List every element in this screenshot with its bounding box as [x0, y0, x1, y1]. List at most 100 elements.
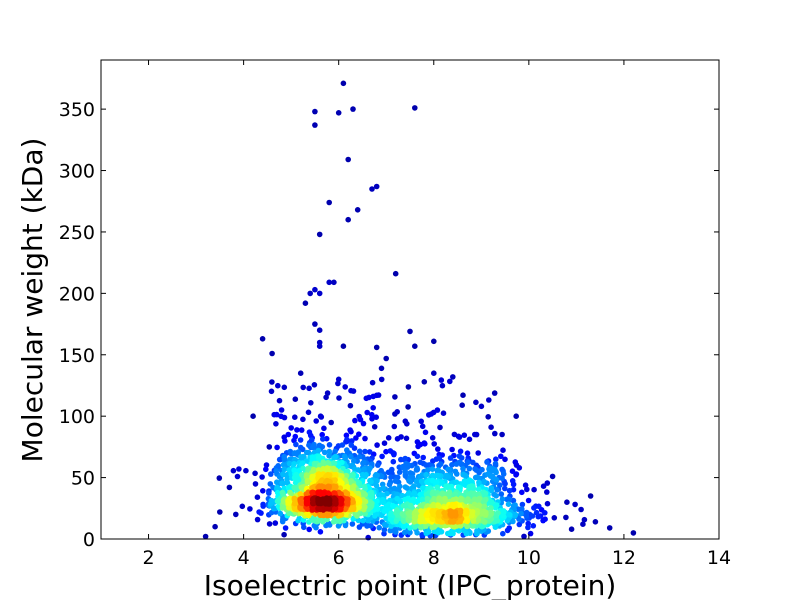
data-point [412, 343, 418, 350]
data-point [345, 156, 352, 163]
data-point [460, 465, 466, 472]
data-point [226, 484, 233, 491]
data-point [429, 516, 436, 522]
data-point [519, 501, 526, 508]
data-point [572, 501, 578, 508]
data-point [376, 524, 383, 531]
data-point [352, 417, 358, 424]
data-point [247, 506, 253, 512]
data-point [361, 483, 368, 490]
data-point [365, 534, 372, 541]
data-point [493, 477, 500, 483]
data-point [488, 424, 494, 431]
data-point [531, 505, 537, 511]
data-point [551, 515, 558, 521]
data-point [378, 376, 385, 383]
data-point [271, 505, 277, 512]
data-point [328, 419, 335, 426]
data-point [423, 523, 429, 529]
data-point [489, 466, 496, 472]
data-point [509, 468, 516, 475]
data-point [429, 472, 436, 479]
data-point [506, 496, 512, 503]
data-point [353, 435, 359, 441]
data-point [407, 529, 413, 536]
data-point [438, 529, 445, 535]
data-point [316, 231, 323, 238]
data-point [497, 482, 503, 489]
data-point [281, 466, 288, 473]
data-point [295, 517, 301, 524]
data-point [319, 431, 326, 438]
data-point [466, 465, 473, 472]
data-point [278, 413, 284, 420]
data-point [564, 499, 570, 506]
x-tick-label: 14 [707, 547, 731, 569]
data-point [347, 427, 353, 433]
data-point [288, 425, 295, 431]
data-point [273, 411, 280, 418]
data-point [435, 446, 441, 452]
data-point [315, 473, 322, 480]
data-point [498, 453, 504, 460]
data-point [316, 339, 323, 346]
data-point [374, 442, 380, 448]
data-point [409, 474, 416, 481]
data-point [285, 500, 292, 507]
data-point [266, 521, 273, 527]
data-point [394, 409, 401, 415]
data-point [488, 487, 495, 494]
data-point [429, 508, 435, 515]
data-point [315, 447, 322, 454]
data-point [449, 462, 455, 468]
data-point [544, 489, 550, 495]
data-point [369, 411, 375, 418]
data-point [291, 461, 297, 467]
data-point [500, 530, 506, 537]
data-point [259, 474, 265, 480]
data-point [372, 513, 378, 519]
data-point [482, 509, 489, 515]
data-point [492, 430, 498, 437]
data-point [378, 365, 385, 372]
data-point [202, 533, 209, 540]
data-point [344, 436, 350, 443]
data-point [317, 500, 323, 507]
data-point [383, 355, 390, 362]
data-point [332, 496, 339, 503]
data-point [305, 409, 312, 416]
data-point [364, 409, 371, 416]
data-point [316, 442, 323, 449]
data-point [504, 527, 511, 534]
data-point [459, 461, 465, 467]
data-point [383, 448, 389, 455]
data-point [364, 523, 370, 529]
x-axis-title: Isoelectric point (IPC_protein) [204, 569, 617, 600]
data-point [280, 516, 286, 523]
data-point [266, 490, 272, 496]
data-point [347, 402, 354, 409]
data-point [470, 518, 477, 524]
data-point [405, 461, 411, 468]
data-point [390, 503, 397, 510]
data-point [254, 516, 261, 523]
data-point [493, 469, 499, 476]
data-point [414, 530, 420, 536]
data-point [429, 466, 436, 473]
data-point [474, 474, 480, 481]
data-point [488, 505, 494, 511]
data-point [363, 395, 370, 402]
data-point [390, 450, 396, 456]
data-point [342, 522, 349, 529]
data-point [578, 506, 584, 513]
data-point [519, 489, 525, 496]
data-point [307, 290, 314, 297]
data-point [459, 402, 466, 409]
data-point [313, 524, 319, 531]
data-point [332, 467, 339, 474]
data-point [485, 528, 492, 534]
data-point [355, 517, 362, 524]
data-point [317, 413, 324, 420]
data-point [324, 465, 331, 471]
data-point [365, 517, 371, 524]
